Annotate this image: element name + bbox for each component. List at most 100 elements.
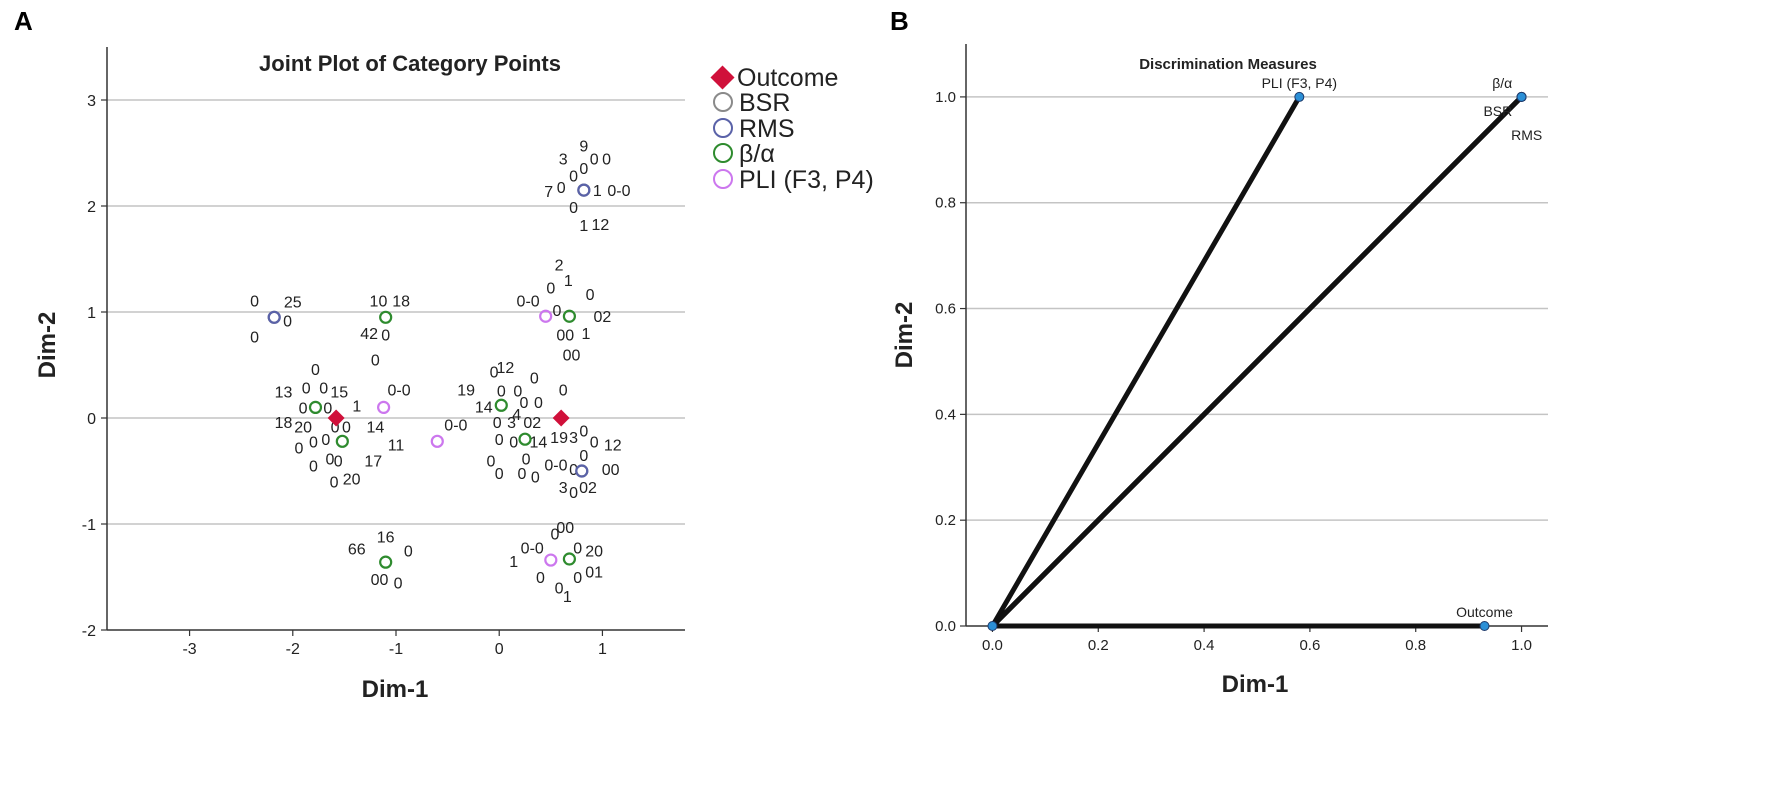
category-label: 0 bbox=[394, 575, 403, 592]
category-label: 0 bbox=[250, 329, 259, 346]
legend-outcome-label: Outcome bbox=[737, 64, 838, 92]
point-label-item: β/α bbox=[1492, 75, 1512, 91]
category-label: 0 bbox=[404, 544, 413, 561]
category-label: 0 bbox=[295, 441, 304, 458]
panel-b-ylabel: Dim-2 bbox=[891, 302, 918, 369]
point-rms bbox=[577, 183, 591, 197]
category-label: 0 bbox=[371, 353, 380, 370]
category-label: 02 bbox=[579, 480, 597, 497]
legend-pli-label: PLI (F3, P4) bbox=[739, 166, 874, 194]
category-label: 0 bbox=[323, 400, 332, 417]
category-label: 13 bbox=[275, 385, 293, 402]
category-label: 2 bbox=[555, 257, 564, 274]
legend-rms-circle-icon bbox=[713, 118, 733, 138]
point-item bbox=[562, 552, 577, 566]
panel-a-xtick-label: 0 bbox=[495, 641, 504, 658]
endpoint-pli-f3-p4 bbox=[1294, 91, 1305, 102]
panel-b-xtick-label: 0.2 bbox=[1088, 637, 1109, 654]
category-label: 0-0 bbox=[444, 417, 467, 434]
category-label: 0 bbox=[579, 424, 588, 441]
legend-bsr-circle-icon bbox=[713, 92, 733, 112]
legend-bsr-label: BSR bbox=[739, 89, 790, 117]
category-label: 25 bbox=[284, 294, 302, 311]
category-label: 1 bbox=[509, 554, 518, 571]
vector-line-pli-f3-p4 bbox=[989, 94, 1302, 629]
panel-b-xlabel: Dim-1 bbox=[1222, 671, 1289, 698]
category-label: 0 bbox=[495, 466, 504, 483]
category-label: 12 bbox=[497, 360, 515, 377]
category-label: 14 bbox=[366, 419, 384, 436]
category-label: 0 bbox=[573, 570, 582, 587]
category-label: 66 bbox=[348, 541, 366, 558]
category-label: 0-0 bbox=[544, 458, 567, 475]
point-item bbox=[379, 310, 393, 324]
point-item bbox=[562, 309, 577, 323]
point-label-outcome: Outcome bbox=[1456, 604, 1513, 620]
legend-outcome-diamond-icon bbox=[710, 65, 735, 90]
legend-rms: RMS bbox=[713, 115, 795, 143]
panel-a-ytick-label: -1 bbox=[82, 517, 96, 534]
category-label: 01 bbox=[585, 565, 603, 582]
category-label: 3 bbox=[507, 415, 516, 432]
point-outcome bbox=[552, 409, 570, 427]
panel-a-ytick-label: 0 bbox=[87, 411, 96, 428]
category-label: 00 bbox=[556, 520, 574, 537]
category-label: 0 bbox=[569, 200, 578, 217]
category-label: 0-0 bbox=[607, 183, 630, 200]
category-label: 0 bbox=[531, 469, 540, 486]
point-item bbox=[308, 400, 323, 414]
panel-b-ytick-label: 0.4 bbox=[935, 406, 956, 423]
category-label: 0 bbox=[559, 382, 568, 399]
category-label: 3 bbox=[559, 480, 568, 497]
panel-b-xtick-label: 0.4 bbox=[1194, 637, 1215, 654]
category-label: 18 bbox=[392, 293, 410, 310]
category-label: 0 bbox=[586, 287, 595, 304]
category-label: 0 bbox=[490, 364, 499, 381]
category-label: 00 bbox=[602, 462, 620, 479]
legend-beta-alpha-circle-icon bbox=[713, 143, 733, 163]
category-label: 0 bbox=[553, 303, 562, 320]
panel-b-ytick-label: 0.0 bbox=[935, 618, 956, 635]
category-label: 0 bbox=[536, 570, 545, 587]
category-label: 0-0 bbox=[521, 540, 544, 557]
category-label: 0 bbox=[513, 383, 522, 400]
panel-a-xtick-label: -3 bbox=[182, 641, 196, 658]
panel-b-xtick-label: 0.8 bbox=[1405, 637, 1426, 654]
category-label: 0 bbox=[487, 453, 496, 470]
category-label: 10 bbox=[370, 293, 388, 310]
panel-b-letter: B bbox=[890, 6, 909, 36]
category-label: 42 bbox=[360, 326, 378, 343]
category-label: 3 bbox=[569, 430, 578, 447]
category-label: 19 bbox=[550, 430, 568, 447]
category-label: 0 bbox=[250, 293, 259, 310]
category-label: 00 bbox=[563, 347, 581, 364]
legend-beta-alpha-label: β/α bbox=[739, 140, 775, 168]
panel-a-letter: A bbox=[14, 6, 33, 36]
panel-b-title: Discrimination Measures bbox=[1139, 56, 1317, 73]
category-label: 20 bbox=[294, 419, 312, 436]
panel-b-ytick-label: 0.2 bbox=[935, 512, 956, 529]
panel-b-ytick-label: 1.0 bbox=[935, 89, 956, 106]
category-label: 0 bbox=[497, 383, 506, 400]
category-label: 0 bbox=[517, 466, 526, 483]
panel-b-xtick-label: 0.6 bbox=[1299, 637, 1320, 654]
point-outcome bbox=[327, 409, 345, 427]
category-label: 0 bbox=[579, 161, 588, 178]
panel-b-ticks: 0.0 0.2 0.4 0.6 0.8 1.0 0.0 0.2 0.4 0.6 0.8 1.0 bbox=[935, 89, 1532, 654]
point-item bbox=[379, 555, 393, 569]
point-item bbox=[518, 432, 532, 446]
panel-a-xtick-label: -1 bbox=[389, 641, 403, 658]
category-label: 02 bbox=[523, 415, 541, 432]
point-pli-f3-p4 bbox=[544, 553, 558, 567]
panel-a-title: Joint Plot of Category Points bbox=[259, 51, 561, 76]
category-label: 1 bbox=[593, 183, 602, 200]
point-rms bbox=[267, 310, 281, 324]
category-label: 11 bbox=[388, 438, 405, 455]
category-label: 00 bbox=[556, 327, 574, 344]
category-label: 0 bbox=[321, 432, 330, 449]
category-label: 0 bbox=[299, 400, 308, 417]
category-label: 0 bbox=[493, 415, 502, 432]
